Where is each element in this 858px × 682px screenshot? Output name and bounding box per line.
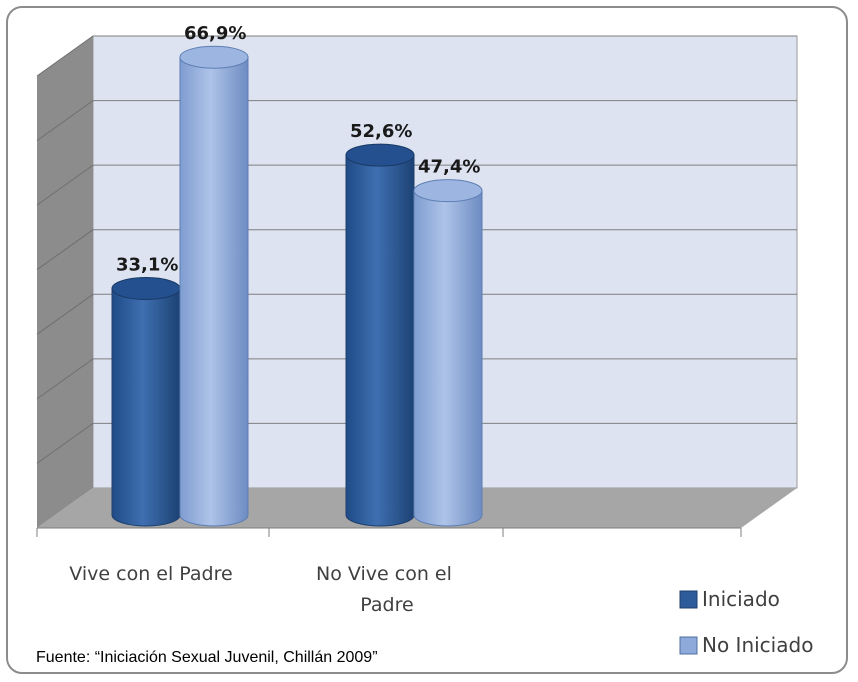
bar-body — [345, 154, 415, 527]
legend: Iniciado No Iniciado — [679, 587, 813, 657]
legend-label-no-iniciado: No Iniciado — [702, 633, 813, 657]
legend-label-iniciado: Iniciado — [702, 587, 780, 611]
category-label-1: Vive con el Padre — [69, 563, 232, 585]
x-axis-ticks — [36, 528, 742, 537]
bar-iniciado-1 — [111, 277, 181, 527]
value-label: 33,1% — [116, 255, 178, 276]
bar-top — [345, 143, 415, 167]
bar-no-iniciado-2 — [413, 179, 483, 527]
category-label-2: No Vive con el Padre — [316, 563, 458, 616]
bar-body — [111, 288, 181, 527]
bar-top — [413, 179, 483, 203]
bar-top — [111, 277, 181, 301]
gridline-side — [36, 358, 94, 400]
side-wall — [37, 36, 93, 528]
value-label: 66,9% — [184, 23, 246, 44]
bars — [111, 45, 483, 527]
gridline-side — [36, 164, 94, 206]
legend-swatch-iniciado — [679, 590, 698, 609]
gridline-side — [36, 422, 94, 464]
gridline-side — [36, 293, 94, 335]
gridline-side — [36, 35, 94, 77]
value-label: 52,6% — [350, 121, 412, 142]
value-labels: 33,1% 52,6% 66,9% 47,4% — [116, 23, 480, 275]
bar-iniciado-2 — [345, 143, 415, 527]
gridline-side — [36, 100, 94, 142]
bar-body — [179, 56, 249, 527]
legend-swatch-no-iniciado — [679, 636, 698, 655]
bar-body — [413, 190, 483, 527]
source-note: Fuente: “Iniciación Sexual Juvenil, Chil… — [36, 649, 378, 666]
bar-no-iniciado-1 — [179, 45, 249, 527]
bar-top — [179, 45, 249, 69]
gridline-side — [36, 229, 94, 271]
value-label: 47,4% — [418, 157, 480, 178]
